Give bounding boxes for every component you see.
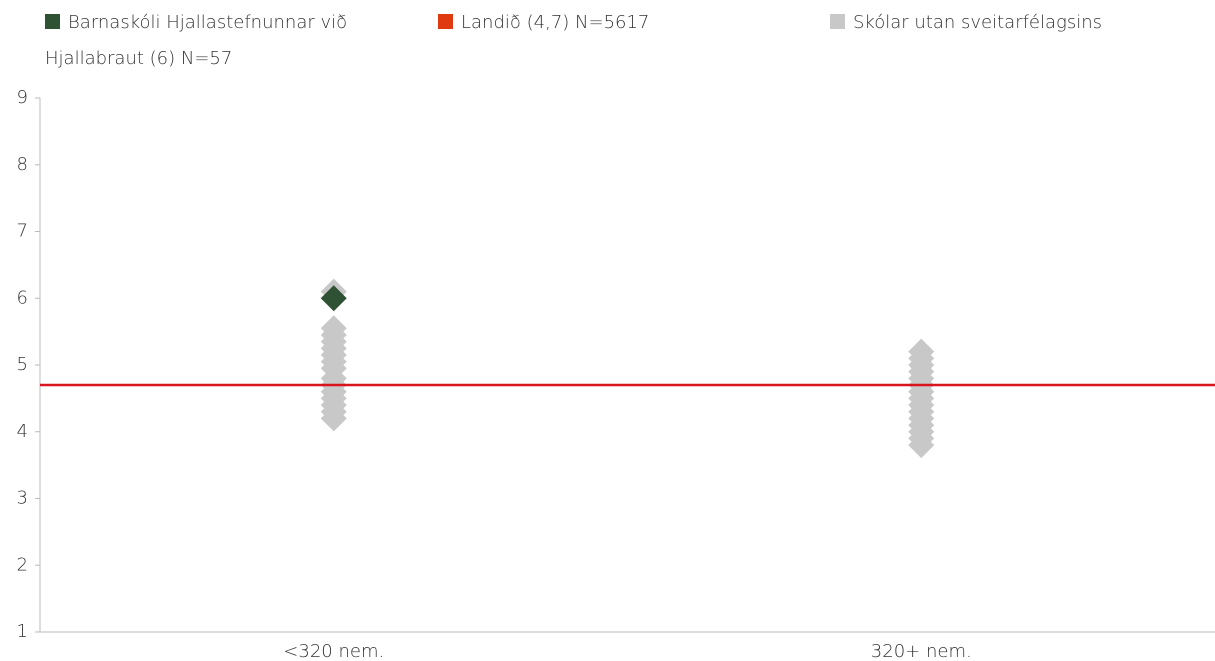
legend-item: Landið (4,7) N=5617	[438, 5, 818, 41]
legend-swatch	[438, 14, 453, 29]
x-tick-label: <320 nem.	[283, 641, 384, 661]
legend-label: Barnaskóli Hjallastefnunnar við Hjallabr…	[45, 12, 348, 69]
point	[908, 432, 935, 459]
point	[320, 285, 347, 312]
point	[320, 405, 347, 432]
y-tick-label: 6	[17, 287, 28, 308]
legend-label: Landið (4,7) N=5617	[461, 12, 650, 33]
y-tick-label: 4	[17, 421, 28, 442]
x-tick-label: 320+ nem.	[871, 641, 972, 661]
y-tick-label: 8	[17, 154, 28, 175]
legend-item: Skólar utan sveitarfélagsins	[830, 5, 1210, 41]
y-tick-label: 3	[17, 488, 28, 509]
legend-label: Skólar utan sveitarfélagsins	[853, 12, 1103, 33]
y-tick-label: 2	[17, 554, 28, 575]
y-tick-label: 1	[17, 621, 28, 642]
legend-swatch	[45, 14, 60, 29]
y-tick-label: 9	[17, 87, 28, 108]
legend-swatch	[830, 14, 845, 29]
legend-item: Barnaskóli Hjallastefnunnar við Hjallabr…	[45, 5, 425, 77]
y-tick-label: 5	[17, 354, 28, 375]
y-tick-label: 7	[17, 221, 28, 242]
